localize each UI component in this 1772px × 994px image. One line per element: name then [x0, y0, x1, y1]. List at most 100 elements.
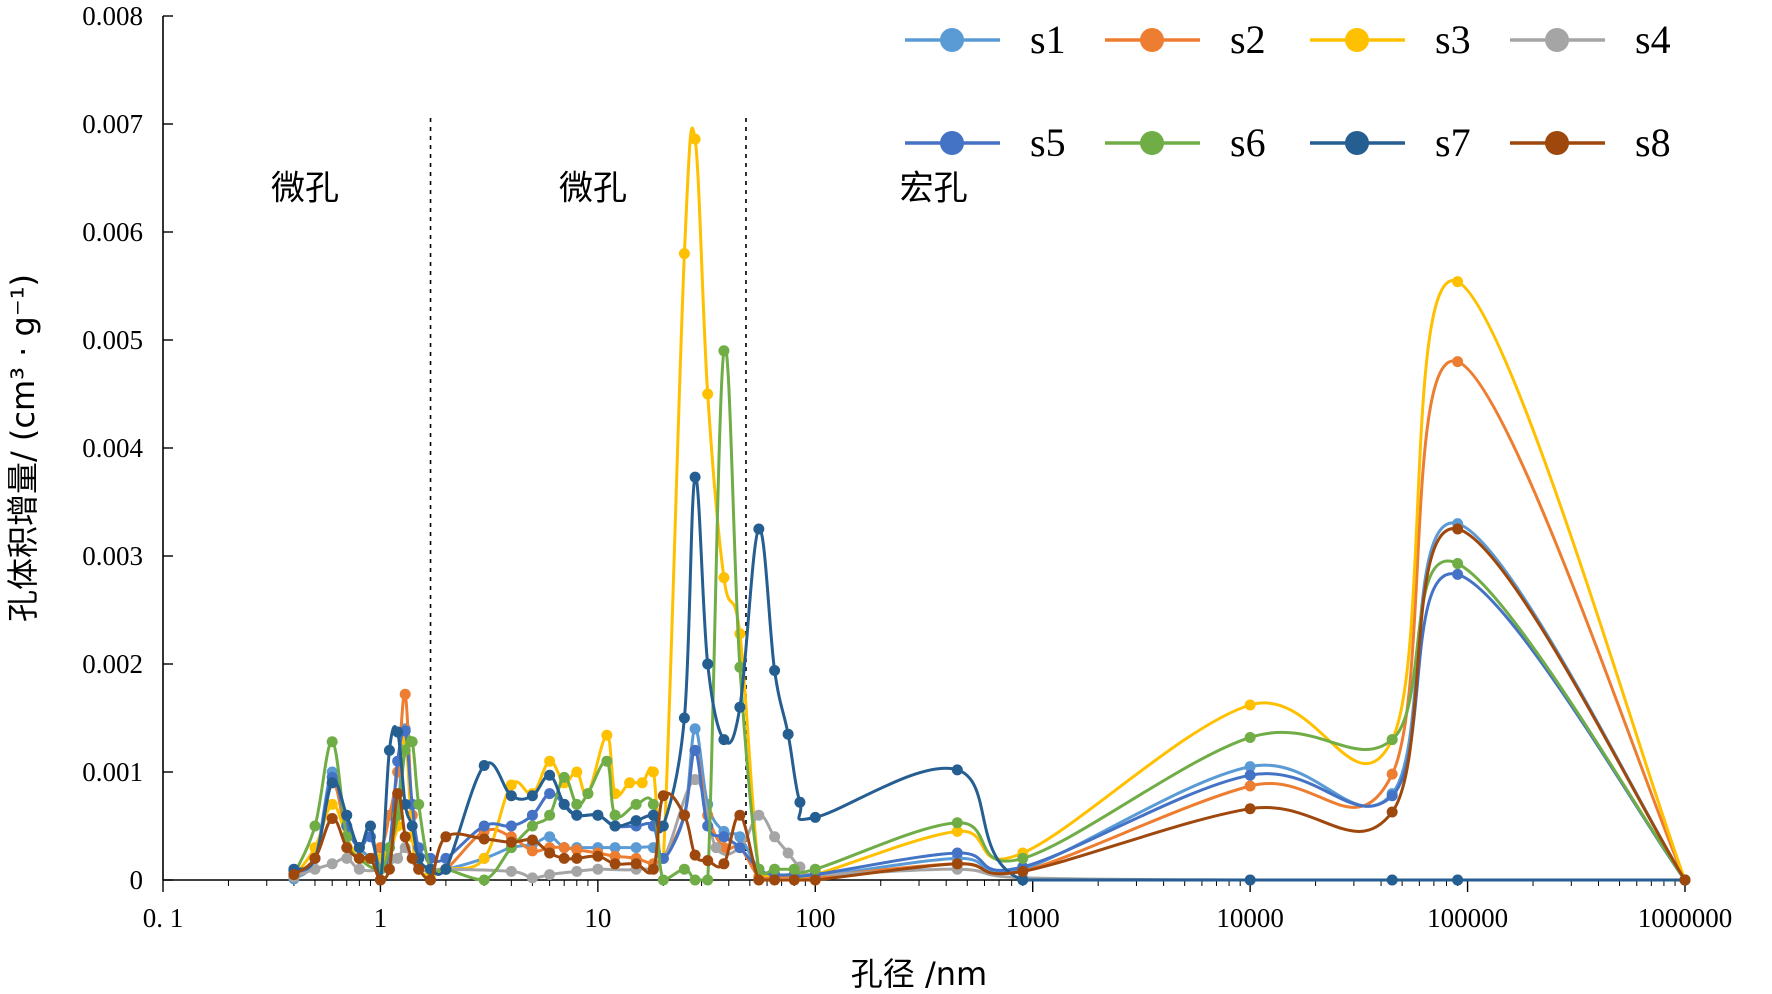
data-point-s3	[647, 766, 659, 778]
data-point-s8	[440, 831, 452, 843]
x-tick-label: 1	[374, 903, 388, 933]
data-point-s7	[657, 820, 669, 832]
legend-swatch-marker	[1140, 28, 1164, 52]
data-point-s6	[647, 798, 659, 810]
data-point-s8	[383, 863, 395, 875]
axes: 0 0.001 0.002 0.003 0.004 0.005 0.006 0.007 0.00…	[82, 1, 1732, 933]
x-tick-label: 1000000	[1638, 903, 1733, 933]
data-point-s8	[374, 874, 386, 886]
x-tick-label: 10000	[1216, 903, 1284, 933]
data-point-s7	[406, 820, 418, 832]
data-point-s4	[326, 858, 338, 870]
data-point-s5	[544, 788, 556, 800]
data-point-s2	[1244, 780, 1256, 792]
data-point-s6	[478, 874, 490, 886]
data-point-s8	[657, 790, 669, 802]
legend-item-s6: s6	[1105, 120, 1266, 165]
legend-label: s5	[1030, 120, 1066, 165]
data-point-s8	[1386, 806, 1398, 818]
data-point-s3	[951, 825, 963, 837]
data-point-s5	[702, 820, 714, 832]
x-tick-label: 10	[584, 903, 611, 933]
data-point-s7	[753, 523, 765, 535]
data-point-s8	[353, 852, 365, 864]
data-point-s6	[702, 874, 714, 886]
data-point-s8	[1017, 865, 1029, 877]
y-tick-label: 0	[130, 865, 144, 895]
data-point-s6	[571, 798, 583, 810]
data-point-s4	[710, 842, 722, 854]
region-dividers	[429, 118, 747, 880]
series-line-s3	[292, 126, 1687, 881]
legend-swatch-marker	[1140, 131, 1164, 155]
data-point-s7	[478, 760, 490, 772]
data-point-s2	[558, 842, 570, 854]
data-point-s3	[571, 766, 583, 778]
data-point-s7	[951, 764, 963, 776]
series-line-s5	[293, 572, 1687, 881]
region-label: 宏孔	[900, 169, 968, 209]
data-point-s1	[544, 831, 556, 843]
data-point-s4	[782, 847, 794, 859]
data-point-s2	[571, 844, 583, 856]
data-point-s8	[734, 809, 746, 821]
data-point-s8	[288, 869, 300, 881]
legend-item-s4: s4	[1510, 17, 1671, 62]
region-label: 微孔	[271, 169, 339, 209]
legend-swatch-marker	[1545, 28, 1569, 52]
data-point-s3	[702, 388, 714, 400]
series-s6	[288, 345, 1691, 886]
data-point-s7	[383, 744, 395, 756]
data-point-s8	[718, 858, 730, 870]
data-point-s4	[526, 872, 538, 884]
data-point-s3	[326, 798, 338, 810]
region-label: 微孔	[559, 169, 627, 209]
data-point-s3	[624, 777, 636, 789]
series-line-s4	[293, 778, 1685, 882]
y-tick-label: 0.005	[82, 325, 143, 355]
data-point-s6	[951, 817, 963, 829]
legend-label: s3	[1435, 17, 1471, 62]
data-point-s6	[558, 771, 570, 783]
data-point-s7	[353, 842, 365, 854]
data-point-s7	[392, 726, 404, 738]
data-point-s6	[1452, 558, 1464, 570]
data-point-s7	[558, 798, 570, 810]
data-point-s2	[1386, 768, 1398, 780]
data-point-s7	[440, 863, 452, 875]
data-point-s7	[1244, 874, 1256, 886]
data-point-s7	[769, 664, 781, 676]
series-s7	[288, 471, 1691, 886]
data-point-s6	[544, 809, 556, 821]
data-point-s4	[592, 863, 604, 875]
legend-item-s5: s5	[905, 120, 1066, 165]
data-point-s8	[753, 874, 765, 886]
data-point-s2	[609, 850, 621, 862]
data-point-s7	[689, 471, 701, 483]
data-point-s8	[505, 836, 517, 848]
data-point-s7	[326, 777, 338, 789]
data-point-s7	[782, 728, 794, 740]
data-point-s5	[478, 820, 490, 832]
series-line-s2	[292, 359, 1687, 881]
data-point-s7	[809, 811, 821, 823]
data-point-s7	[592, 809, 604, 821]
data-point-s8	[678, 809, 690, 821]
data-point-s3	[734, 628, 746, 640]
data-point-s6	[657, 874, 669, 886]
legend-swatch-marker	[1345, 28, 1369, 52]
legend-item-s7: s7	[1310, 120, 1471, 165]
data-point-s6	[718, 345, 730, 357]
y-axis-title: 孔体积增量/ (cm³ · g⁻¹)	[4, 274, 42, 622]
data-point-s3	[544, 755, 556, 767]
legend-label: s4	[1635, 17, 1671, 62]
data-point-s7	[609, 820, 621, 832]
data-point-s5	[718, 831, 730, 843]
data-point-s8	[689, 849, 701, 861]
data-point-s5	[951, 847, 963, 859]
data-point-s6	[399, 744, 411, 756]
data-point-s5	[1386, 790, 1398, 802]
data-point-s8	[630, 858, 642, 870]
x-tick-label: 100	[795, 903, 836, 933]
